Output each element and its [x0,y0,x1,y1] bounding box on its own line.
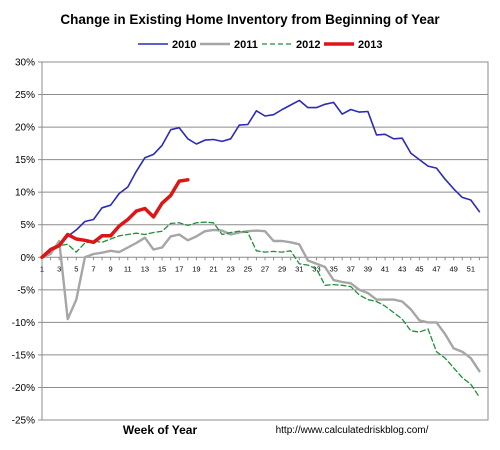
x-tick-label: 19 [192,264,200,273]
legend: 2010 2011 2012 2013 [138,39,382,51]
y-tick-label: -5% [17,285,35,296]
x-tick-label: 45 [415,264,423,273]
x-tick-label: 11 [124,264,132,273]
y-tick-label: 25% [15,90,35,101]
x-tick-label: 27 [261,264,269,273]
x-tick-label: 17 [175,264,183,273]
x-tick-label: 47 [432,264,440,273]
x-tick-label: 39 [364,264,372,273]
plot-area [41,61,489,421]
x-tick-label: 3 [57,264,61,273]
chart-title: Change in Existing Home Inventory from B… [60,12,440,27]
legend-label-2011: 2011 [234,39,258,51]
y-tick-label: 15% [15,155,35,166]
series-line-2012 [41,221,481,398]
x-tick-label: 13 [141,264,149,273]
x-tick-label: 21 [209,264,217,273]
x-tick-label: 31 [295,264,303,273]
x-tick-label: 5 [74,264,78,273]
series-line-2011 [40,228,481,373]
x-tick-label: 43 [398,264,406,273]
x-tick-label: 7 [91,264,95,273]
y-tick-label: 10% [15,188,35,199]
x-tick-label: 51 [467,264,475,273]
x-tick-label: 29 [278,264,286,273]
y-tick-label: -15% [12,350,35,361]
x-tick-label: 35 [329,264,337,273]
legend-label-2010: 2010 [172,39,196,51]
y-tick-label: 5% [21,220,36,231]
y-tick-label: 30% [15,58,35,69]
y-tick-label: -20% [12,383,35,394]
y-axis: 30% 25% 20% 15% 10% 5% 0% -5% -10% -15% -20% -25% [12,58,42,427]
series-layer [40,99,481,398]
x-tick-label: 1 [40,264,44,273]
x-tick-label: 49 [450,264,458,273]
x-tick-label: 15 [158,264,166,273]
x-tick-label: 9 [109,264,113,273]
y-tick-label: 20% [15,123,35,134]
grid [42,61,488,421]
y-tick-label: 0% [21,253,36,264]
x-axis-label: Week of Year [123,423,198,437]
series-line-2010 [41,99,481,259]
legend-label-2012: 2012 [296,39,320,51]
x-tick-label: 41 [381,264,389,273]
series-line-2013 [40,178,190,260]
y-tick-label: -10% [12,318,35,329]
x-tick-label: 25 [244,264,252,273]
legend-label-2013: 2013 [358,39,382,51]
source-url: http://www.calculatedriskblog.com/ [276,425,429,436]
x-tick-label: 23 [227,264,235,273]
x-tick-label: 37 [347,264,355,273]
y-tick-label: -25% [12,416,35,427]
